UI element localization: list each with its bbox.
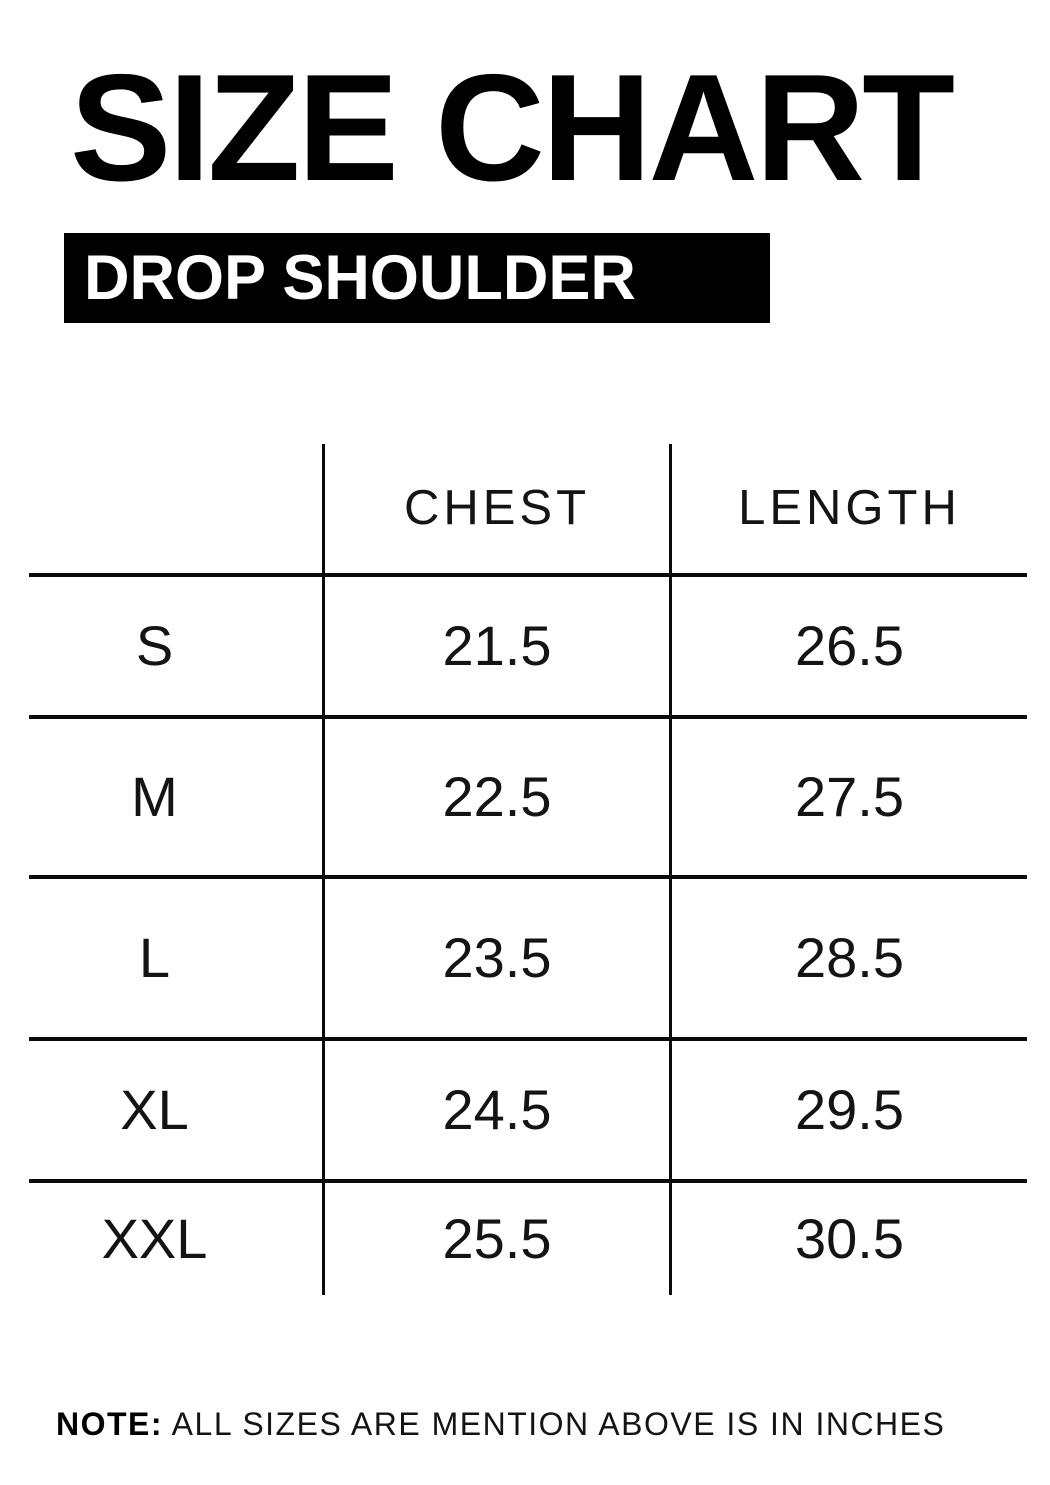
header-chest: CHEST [322, 444, 672, 577]
row-m-size: M [29, 719, 322, 879]
row-s-size: S [29, 577, 322, 719]
row-xxl-size: XXL [101, 1207, 208, 1270]
row-l-chest: 23.5 [322, 879, 672, 1041]
row-s-chest: 21.5 [322, 577, 672, 719]
note-label: NOTE: [56, 1406, 164, 1442]
footer-note: NOTE: ALL SIZES ARE MENTION ABOVE IS IN … [56, 1408, 945, 1440]
header-length: LENGTH [672, 444, 1027, 577]
row-xxl-chest: 25.5 [322, 1183, 672, 1295]
row-xl-size: XL [29, 1041, 322, 1183]
size-table: CHEST LENGTH S 21.5 26.5 M 22.5 27.5 L 2… [29, 444, 1027, 1295]
page-title: SIZE CHART [70, 43, 955, 213]
drop-shoulder-banner: DROP SHOULDER [64, 233, 770, 323]
header-size-blank [29, 444, 322, 577]
row-xxl-length: 30.5 [795, 1207, 904, 1270]
row-l-size: L [29, 879, 322, 1041]
row-xl-length: 29.5 [672, 1041, 1027, 1183]
banner-label: DROP SHOULDER [84, 242, 636, 313]
row-m-length: 27.5 [672, 719, 1027, 879]
note-text: ALL SIZES ARE MENTION ABOVE IS IN INCHES [163, 1406, 946, 1442]
row-xl-chest: 24.5 [322, 1041, 672, 1183]
row-l-length: 28.5 [672, 879, 1027, 1041]
row-m-chest: 22.5 [322, 719, 672, 879]
row-s-length: 26.5 [672, 577, 1027, 719]
